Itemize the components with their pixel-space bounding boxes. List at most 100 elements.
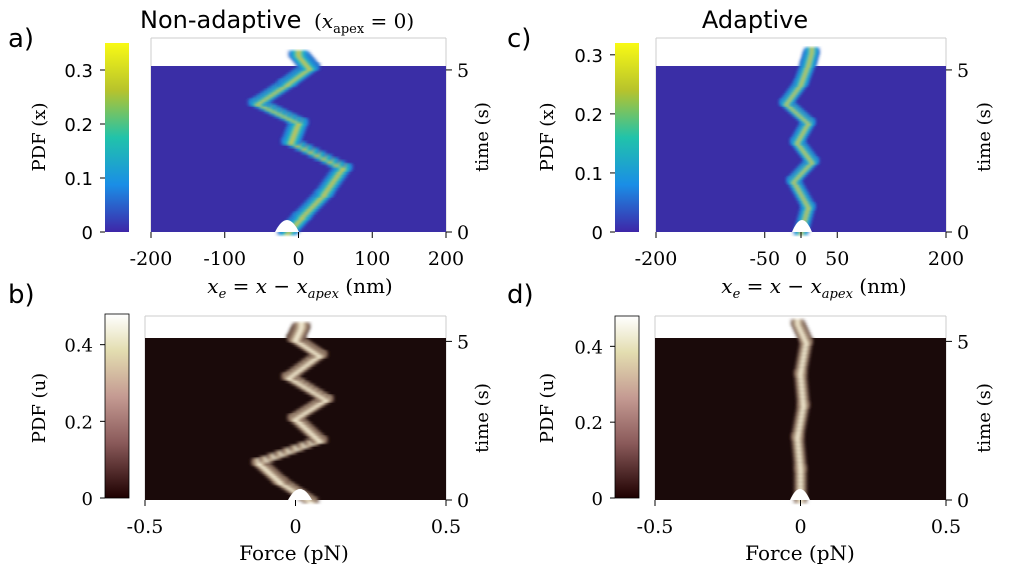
- panel-a-pdf-ticks: 0 0.1 0.2 0.3: [64, 61, 105, 244]
- panel-c: c) Adaptive 00.10.20.3 PDF (x) -200 -50 0 5…: [507, 6, 995, 302]
- ridge-segment: [797, 212, 815, 219]
- time-tick-label: 0: [957, 490, 969, 512]
- panel-a-time-ticks: 05: [446, 60, 469, 244]
- x-tick-label: -200: [635, 248, 678, 270]
- panel-c-title: Adaptive: [702, 6, 808, 34]
- panel-c-ylabel-right: time (s): [974, 102, 995, 172]
- ridge-segment: [792, 461, 808, 468]
- ridge-segment: [317, 183, 341, 190]
- pdf-tick-label: 0.2: [64, 115, 93, 136]
- time-tick-label: 5: [457, 331, 469, 353]
- panel-c-xlabel: xe = x − xapex (nm): [721, 274, 906, 302]
- ridge-segment: [799, 202, 817, 210]
- ridge-segment: [792, 189, 810, 197]
- ridge-segment: [790, 437, 806, 444]
- ridge-segment: [795, 405, 811, 412]
- ridge-segment: [792, 465, 809, 472]
- panel-d: d) 0 0.2 0.4 PDF (u) -0.5 0 0.5 Force (pN) 0…: [507, 280, 995, 565]
- ridge-segment: [794, 385, 810, 393]
- pdf-tick-label: 0: [82, 489, 93, 510]
- x-tick-label: 50: [825, 248, 849, 270]
- ridge-segment: [286, 141, 310, 148]
- panel-b-label: b): [8, 280, 35, 310]
- panel-c-ridge-layer: [778, 47, 821, 236]
- pdf-tick-label: 0.3: [574, 46, 603, 67]
- ridge-segment: [794, 361, 810, 369]
- ridge-segment: [803, 47, 821, 54]
- pdf-tick-label: 0.2: [574, 105, 603, 126]
- ridge-segment: [792, 480, 809, 488]
- x-tick-label: -0.5: [637, 516, 674, 538]
- time-tick-label: 5: [957, 60, 969, 82]
- time-tick-label: 0: [457, 490, 469, 512]
- ridge-segment: [292, 144, 316, 151]
- panel-a-title-math: (xapex = 0): [314, 9, 414, 37]
- ridge-segment: [286, 50, 311, 57]
- x-tick-label: 0.5: [431, 516, 461, 538]
- ridge-segment: [795, 401, 811, 409]
- x-tick-label: -100: [203, 248, 246, 270]
- panel-b-time-ticks: 05: [446, 331, 469, 512]
- panel-d-label: d): [507, 280, 534, 310]
- ridge-segment: [792, 473, 809, 480]
- ridge-segment: [787, 180, 805, 187]
- ridge-segment: [790, 186, 808, 194]
- ridge-segment: [796, 196, 814, 203]
- ridge-segment: [798, 342, 814, 349]
- panel-c-label: c): [507, 24, 531, 54]
- ridge-segment: [797, 199, 815, 207]
- x-tick-label: -0.5: [127, 516, 164, 538]
- panel-b-ylabel-right: time (s): [472, 383, 493, 453]
- panel-c-colorbar: [615, 43, 639, 232]
- ridge-segment: [319, 180, 343, 187]
- panel-b-plot-area: [144, 315, 447, 504]
- time-tick-label: 0: [457, 222, 469, 244]
- panel-a-plot-area: [150, 37, 447, 236]
- ridge-segment: [312, 189, 336, 197]
- ridge-segment: [796, 350, 812, 357]
- ridge-segment: [792, 476, 809, 484]
- ridge-segment: [315, 186, 339, 194]
- panel-c-x-ticks: -200 -50 0 50 200: [635, 232, 964, 270]
- panel-a-ylabel-right: time (s): [472, 102, 493, 172]
- panel-c-initial-peak: [792, 220, 812, 232]
- x-tick-label: 0.5: [931, 516, 961, 538]
- panel-d-colorbar: [614, 315, 640, 499]
- panel-b-ylabel-left: PDF (u): [29, 373, 50, 443]
- ridge-segment: [791, 445, 807, 452]
- panel-b-pdf-ticks: 0 0.2 0.4: [64, 336, 105, 510]
- panel-b-initial-peak: [288, 489, 312, 500]
- panel-a-colorbar: [105, 43, 129, 232]
- pdf-tick-label: 0: [592, 489, 603, 510]
- panel-b-ridge-layer: [249, 322, 336, 504]
- x-tick-label: 100: [354, 248, 390, 270]
- ridge-segment: [331, 163, 355, 171]
- panel-d-initial-peak: [790, 489, 810, 500]
- ridge-segment: [792, 369, 809, 377]
- panel-b: b) 0 0.2 0.4 PDF (u) -0.5 0 0.5 Force (pN) 0…: [8, 280, 493, 565]
- ridge-segment: [793, 365, 809, 373]
- ridge-segment: [794, 389, 810, 397]
- ridge-segment: [291, 322, 312, 329]
- ridge-segment: [793, 373, 809, 381]
- ridge-segment: [796, 215, 814, 223]
- ridge-segment: [790, 433, 806, 440]
- ridge-segment: [791, 449, 807, 456]
- time-tick-label: 5: [957, 331, 969, 353]
- x-tick-label: -200: [130, 248, 173, 270]
- ridge-segment: [326, 170, 350, 177]
- pdf-tick-label: 0: [592, 223, 603, 244]
- ridge-segment: [797, 209, 815, 216]
- panel-c-time-ticks: 05: [946, 60, 969, 244]
- panel-d-pdf-ticks: 0 0.2 0.4: [574, 337, 615, 510]
- pdf-tick-label: 0.1: [64, 169, 93, 190]
- panel-c-plot-area: [655, 37, 947, 236]
- pdf-tick-label: 0.4: [64, 336, 93, 357]
- panel-a-label: a): [8, 24, 34, 54]
- ridge-segment: [791, 425, 807, 432]
- panel-a-x-ticks: -200 -100 0 100 200: [130, 232, 464, 270]
- panel-a-ylabel-left: PDF (x): [29, 103, 50, 172]
- time-tick-label: 5: [457, 60, 469, 82]
- panel-c-ylabel-left: PDF (x): [537, 103, 558, 172]
- panel-d-ylabel-right: time (s): [974, 383, 995, 453]
